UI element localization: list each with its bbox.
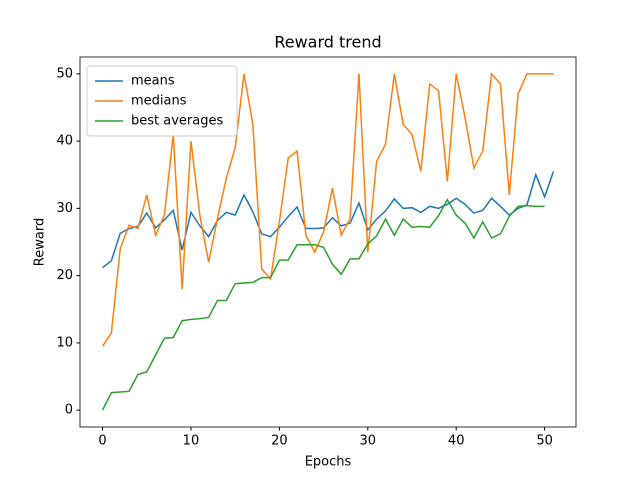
chart-title: Reward trend xyxy=(274,33,381,52)
plot-frame xyxy=(79,56,577,428)
legend-box xyxy=(86,65,238,137)
x-tick-label: 20 xyxy=(271,434,288,449)
y-axis-label: Reward xyxy=(33,218,48,266)
x-tick-label: 0 xyxy=(98,434,106,449)
y-tick-label: 30 xyxy=(56,201,73,216)
x-tick-label: 40 xyxy=(448,434,465,449)
series-line xyxy=(102,171,555,269)
y-tick-label: 50 xyxy=(56,66,73,81)
y-tick-label: 0 xyxy=(65,403,73,418)
y-tick-label: 10 xyxy=(56,335,73,350)
legend-label: means xyxy=(131,74,175,89)
y-tick-label: 20 xyxy=(56,268,73,283)
x-axis-label: Epochs xyxy=(305,455,352,470)
series-line xyxy=(101,198,545,411)
legend-label: best averages xyxy=(131,114,223,129)
y-tick-label: 40 xyxy=(56,134,73,149)
x-tick-label: 50 xyxy=(536,434,553,449)
legend-label: medians xyxy=(131,94,187,109)
x-tick-label: 30 xyxy=(360,434,377,449)
x-tick-label: 10 xyxy=(183,434,200,449)
series-line xyxy=(101,72,554,347)
